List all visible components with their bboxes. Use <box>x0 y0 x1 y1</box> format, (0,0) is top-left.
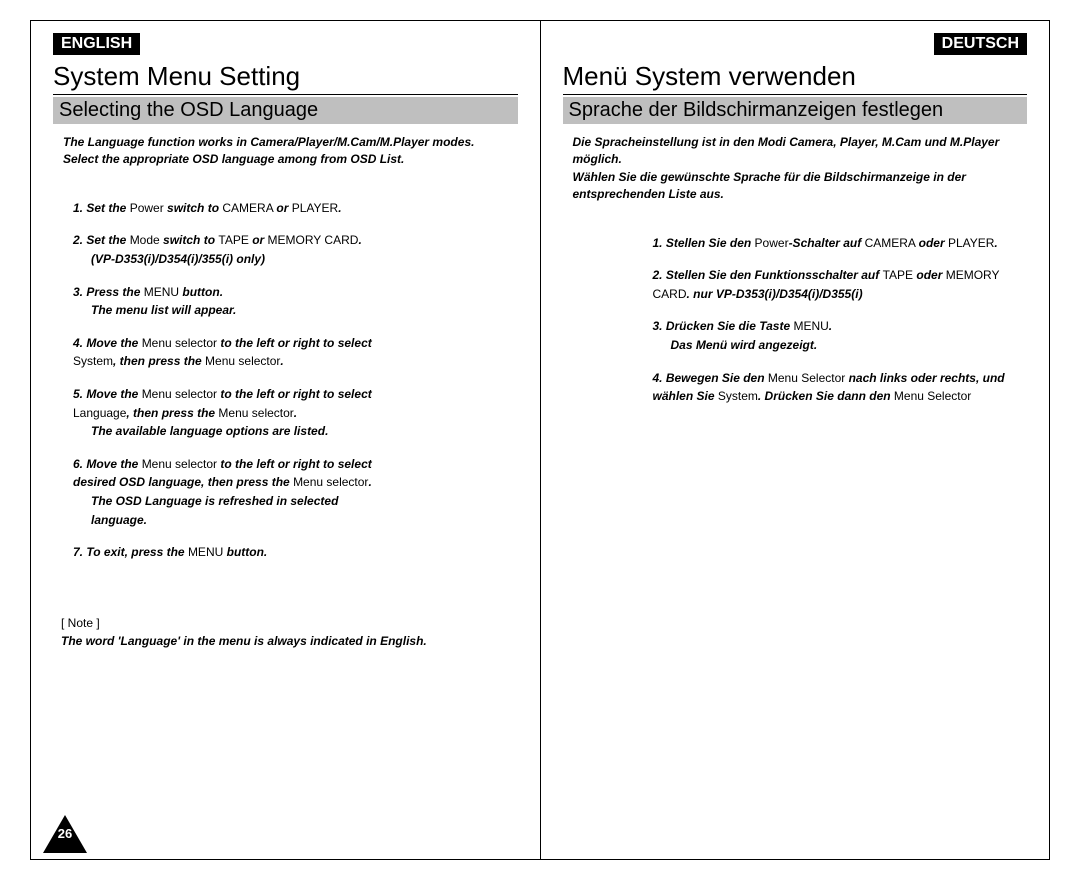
note-text: The word 'Language' in the menu is alway… <box>61 634 518 648</box>
lang-badge-english: ENGLISH <box>53 33 140 55</box>
intro-left: The Language function works in Camera/Pl… <box>63 134 508 169</box>
step-item: 3. Press the MENU button.The menu list w… <box>73 283 518 320</box>
steps-left: 1. Set the Power switch to CAMERA or PLA… <box>73 199 518 576</box>
manual-page: ENGLISH System Menu Setting Selecting th… <box>30 20 1050 860</box>
section-subtitle-left: Selecting the OSD Language <box>53 97 518 124</box>
step-item: 5. Move the Menu selector to the left or… <box>73 385 518 441</box>
section-subtitle-right: Sprache der Bildschirmanzeigen festlegen <box>563 97 1028 124</box>
left-column: ENGLISH System Menu Setting Selecting th… <box>31 21 541 859</box>
step-item: 2. Stellen Sie den Funktionsschalter auf… <box>653 266 1028 303</box>
lang-badge-deutsch: DEUTSCH <box>934 33 1027 55</box>
steps-right: 1. Stellen Sie den Power-Schalter auf CA… <box>653 234 1028 420</box>
note-label: [ Note ] <box>61 616 518 630</box>
step-item: 1. Set the Power switch to CAMERA or PLA… <box>73 199 518 218</box>
step-item: 6. Move the Menu selector to the left or… <box>73 455 518 529</box>
page-title-left: System Menu Setting <box>53 61 518 95</box>
step-item: 3. Drücken Sie die Taste MENU.Das Menü w… <box>653 317 1028 354</box>
step-item: 1. Stellen Sie den Power-Schalter auf CA… <box>653 234 1028 253</box>
step-item: 2. Set the Mode switch to TAPE or MEMORY… <box>73 231 518 268</box>
step-item: 4. Move the Menu selector to the left or… <box>73 334 518 371</box>
right-column: DEUTSCH Menü System verwenden Sprache de… <box>541 21 1050 859</box>
step-item: 4. Bewegen Sie den Menu Selector nach li… <box>653 369 1028 406</box>
step-item: 7. To exit, press the MENU button. <box>73 543 518 562</box>
intro-right: Die Spracheinstellung ist in den Modi Ca… <box>573 134 1018 204</box>
page-title-right: Menü System verwenden <box>563 61 1028 95</box>
page-number: 26 <box>47 819 83 849</box>
